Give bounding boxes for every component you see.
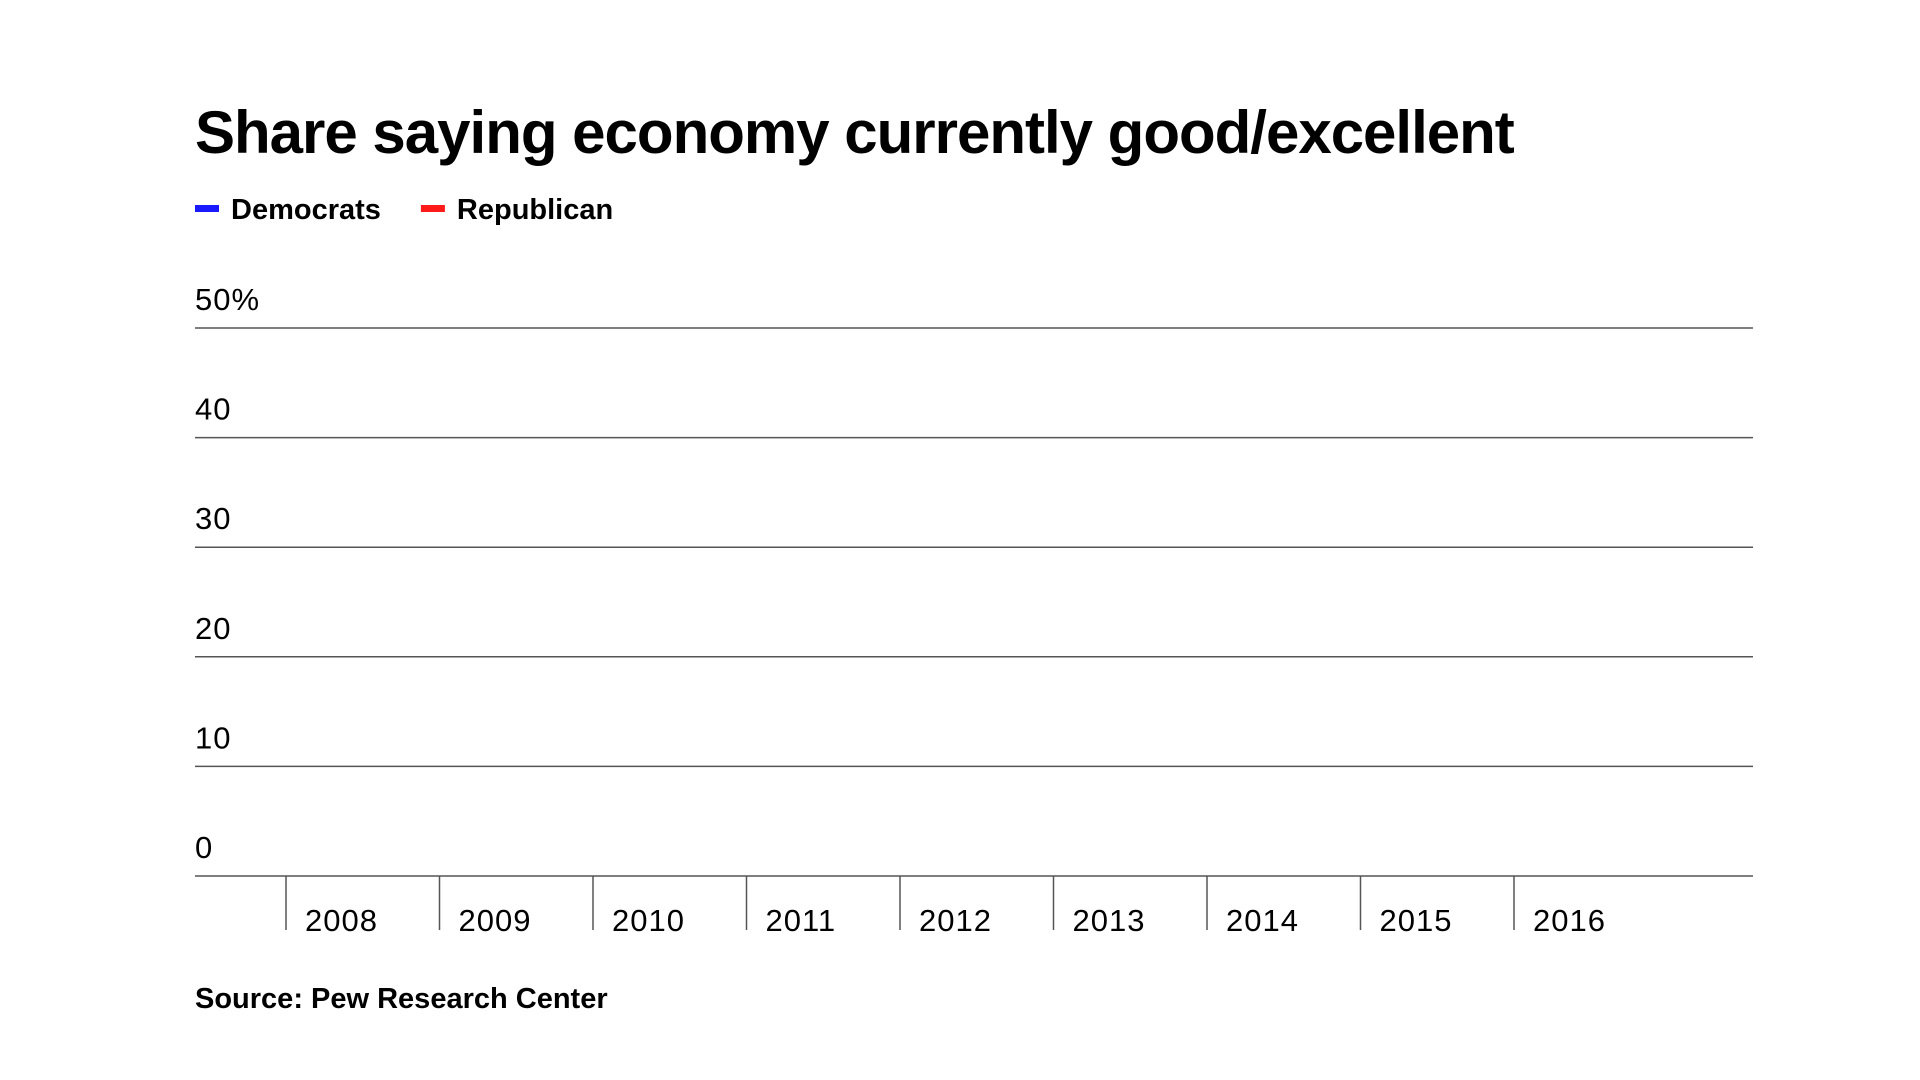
y-tick-label: 50% [195, 282, 260, 317]
y-tick-label: 0 [195, 830, 213, 865]
source-note: Source: Pew Research Center [195, 983, 608, 1015]
x-tick-label: 2016 [1533, 903, 1606, 938]
legend-swatch [195, 205, 219, 212]
x-tick-label: 2014 [1226, 903, 1299, 938]
y-tick-label: 10 [195, 720, 231, 755]
x-tick-label: 2011 [766, 903, 837, 938]
x-tick-label: 2008 [305, 903, 378, 938]
x-tick-label: 2012 [919, 903, 992, 938]
legend-label: Democrats [231, 194, 381, 226]
x-tick-label: 2010 [612, 903, 685, 938]
x-tick-label: 2009 [459, 903, 532, 938]
legend-label: Republican [457, 194, 613, 226]
y-tick-label: 40 [195, 392, 231, 427]
x-tick-label: 2013 [1073, 903, 1146, 938]
y-tick-label: 20 [195, 611, 231, 646]
x-tick-label: 2015 [1380, 903, 1453, 938]
legend: Democrats Republican [195, 194, 613, 226]
chart-title: Share saying economy currently good/exce… [195, 99, 1515, 166]
y-tick-label: 30 [195, 501, 231, 536]
legend-swatch [420, 205, 445, 212]
